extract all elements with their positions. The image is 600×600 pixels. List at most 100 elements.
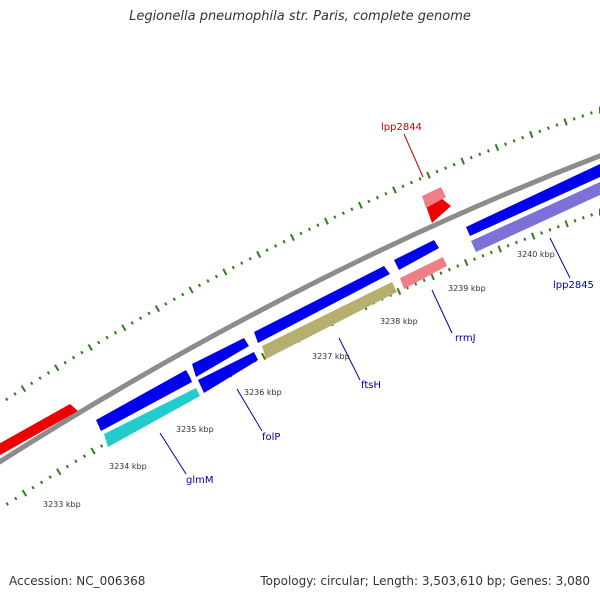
outer-major-tick [222,268,228,276]
inner-major-tick [90,447,96,455]
gene-label-rrmJ: rrmJ [455,333,476,344]
inner-minor-tick [31,485,35,490]
tick-label-3235: 3235 kbp [176,425,214,434]
outer-major-tick [494,143,500,152]
inner-minor-tick [473,257,477,261]
gene-arrow-blue-2 [192,338,249,377]
inner-minor-tick [82,454,87,458]
outer-minor-tick [164,302,168,306]
outer-minor-tick [418,177,422,181]
gene-label-lpp2845: lpp2845 [553,280,594,291]
inner-major-tick [396,287,402,296]
outer-minor-tick [546,126,550,130]
outer-minor-tick [572,117,576,121]
callout-lpp2844 [403,133,424,178]
inner-major-tick [430,273,435,281]
outer-minor-tick [316,223,320,227]
outer-minor-tick [130,321,134,325]
tick-label-3239: 3239 kbp [448,284,486,293]
outer-minor-tick [375,195,379,200]
tick-label-3238: 3238 kbp [380,317,418,326]
outer-major-tick [290,233,295,242]
gene-rrmJ [400,257,447,289]
inner-major-tick [261,352,267,360]
outer-minor-tick [504,142,507,146]
inner-major-tick [531,232,536,240]
outer-minor-tick [30,381,34,386]
outer-major-tick [87,343,93,352]
outer-minor-tick [248,256,252,261]
outer-minor-tick [181,292,185,297]
outer-minor-tick [63,360,67,365]
callout-glmM [159,432,187,475]
outer-major-tick [460,157,465,165]
outer-minor-tick [384,191,388,196]
outer-major-tick [529,130,534,139]
outer-minor-tick [231,265,235,270]
tick-label-3233: 3233 kbp [43,500,81,509]
inner-tick-ring [0,208,600,511]
outer-major-tick [392,186,397,194]
outer-major-tick [154,305,161,313]
inner-minor-tick [489,250,493,255]
inner-minor-tick [48,475,52,479]
outer-minor-tick [265,248,269,252]
tick-label-3237: 3237 kbp [312,352,350,361]
outer-minor-tick [452,162,456,167]
inner-minor-tick [414,282,418,286]
outer-minor-tick [589,111,593,115]
inner-minor-tick [65,464,69,469]
accession-text: Accession: NC_006368 [9,574,146,588]
outer-minor-tick [206,279,210,283]
outer-minor-tick [435,169,439,174]
outer-minor-tick [13,392,17,396]
outer-minor-tick [105,335,109,340]
inner-major-tick [56,468,62,476]
gene-ftsH [262,282,397,359]
outer-minor-tick [113,330,118,335]
gene-arrow-blue-4 [394,240,439,270]
inner-major-tick [564,220,569,228]
outer-major-tick [54,364,60,372]
outer-minor-tick [555,123,559,127]
inner-minor-tick [548,228,552,232]
outer-major-tick [121,324,127,332]
gene-arrow-blue-5 [466,164,600,236]
inner-minor-tick [581,216,585,220]
outer-minor-tick [538,129,542,134]
outer-major-tick [188,286,194,294]
outer-minor-tick [486,149,490,153]
outer-minor-tick [273,244,278,248]
outer-minor-tick [299,231,303,236]
gene-arrow-blue-1 [96,370,192,431]
inner-minor-tick [590,213,594,217]
inner-minor-tick [14,496,18,501]
outer-major-tick [426,171,431,179]
outer-minor-tick [333,215,337,219]
gene-lpp2845 [471,182,600,252]
inner-major-tick [497,245,502,253]
tick-label-3240: 3240 kbp [517,250,555,259]
outer-minor-tick [469,155,473,160]
outer-minor-tick [147,311,151,316]
outer-minor-tick [172,297,176,302]
topology-text: Topology: circular; Length: 3,503,610 bp… [260,574,590,588]
outer-minor-tick [512,139,516,143]
inner-major-tick [463,258,469,267]
inner-minor-tick [573,219,577,223]
outer-minor-tick [197,283,202,288]
inner-minor-tick [540,231,544,235]
outer-minor-tick [46,371,51,375]
outer-major-tick [324,217,329,225]
callout-folP [236,388,263,432]
gene-folP [198,352,258,393]
gene-arrow-blue-3 [254,266,390,343]
gene-label-glmM: glmM [186,475,214,486]
inner-minor-tick [556,225,560,229]
outer-minor-tick [350,207,354,211]
inner-minor-tick [523,237,527,242]
outer-minor-tick [307,227,312,232]
inner-minor-tick [422,278,426,283]
inner-minor-tick [5,502,9,506]
